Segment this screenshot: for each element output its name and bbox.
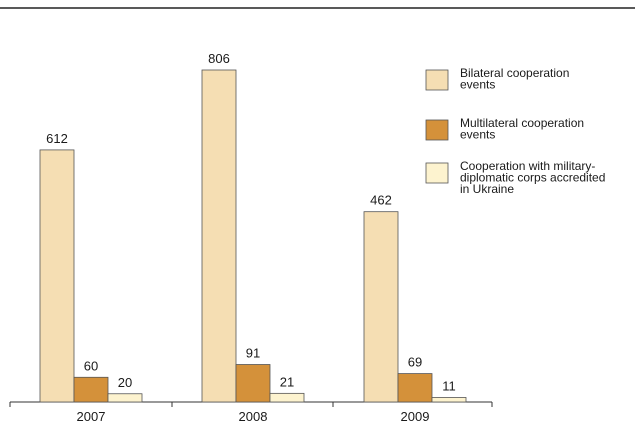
data-label: 20 — [118, 375, 132, 390]
data-label: 612 — [46, 131, 68, 146]
legend-swatch — [425, 119, 449, 141]
bar-2007-series-2 — [73, 376, 109, 403]
data-label: 806 — [208, 51, 230, 66]
data-label: 21 — [280, 374, 294, 389]
x-tick-label: 2009 — [401, 409, 430, 424]
data-label: 69 — [408, 355, 422, 370]
bar-2009-series-2 — [397, 373, 433, 403]
x-tick-label: 2007 — [77, 409, 106, 424]
legend-label: in Ukraine — [460, 182, 514, 196]
legend-swatch — [425, 162, 449, 184]
data-label: 91 — [246, 346, 260, 361]
legend-label: events — [460, 78, 495, 92]
bar-2009-series-1 — [363, 211, 399, 403]
data-label: 462 — [370, 193, 392, 208]
legend-label: Bilateral cooperation — [460, 66, 569, 80]
bar-2009-series-3 — [431, 397, 467, 403]
x-tick-label: 2008 — [239, 409, 268, 424]
legend-label: events — [460, 128, 495, 142]
plot-area: 612 60 20 2007 806 91 21 2008 462 69 11 2009 — [9, 51, 493, 424]
bar-2008-series-1 — [201, 69, 237, 403]
bar-2008-series-2 — [235, 364, 271, 403]
bar-2007-series-1 — [39, 149, 75, 403]
data-label: 11 — [442, 378, 456, 393]
bar-2008-series-3 — [269, 392, 305, 403]
legend-swatch — [425, 69, 449, 91]
legend-label: diplomatic corps accredited — [460, 171, 605, 185]
legend: Bilateral cooperationeventsMultilateral … — [425, 66, 605, 196]
data-label: 60 — [84, 358, 98, 373]
legend-label: Cooperation with military- — [460, 159, 595, 173]
bar-2007-series-3 — [107, 393, 143, 403]
legend-label: Multilateral cooperation — [460, 116, 584, 130]
